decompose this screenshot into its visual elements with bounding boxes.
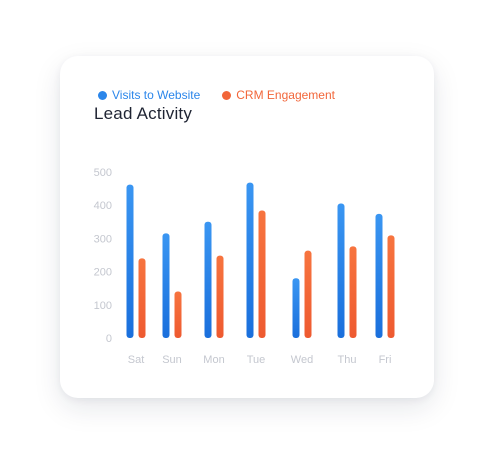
y-tick-label: 0 — [106, 333, 112, 345]
legend-item-visits[interactable]: Visits to Website — [98, 88, 200, 102]
x-tick-label: Thu — [338, 354, 357, 366]
bar-visits-to-website[interactable] — [337, 203, 345, 338]
x-tick-label: Tue — [247, 354, 266, 366]
bar-crm-engagement[interactable] — [138, 258, 146, 338]
y-tick-label: 400 — [94, 200, 112, 212]
chart-legend: Visits to Website CRM Engagement — [98, 88, 335, 102]
bar-visits-to-website[interactable] — [126, 184, 134, 338]
bar-crm-engagement[interactable] — [387, 235, 395, 338]
legend-dot-visits-icon — [98, 90, 107, 100]
bar-crm-engagement[interactable] — [304, 250, 312, 338]
bar-crm-engagement[interactable] — [216, 255, 224, 338]
legend-label-crm: CRM Engagement — [236, 88, 335, 102]
bar-crm-engagement[interactable] — [349, 246, 357, 338]
bar-visits-to-website[interactable] — [162, 233, 170, 338]
x-tick-label: Fri — [379, 354, 392, 366]
legend-label-visits: Visits to Website — [112, 88, 201, 102]
bar-visits-to-website[interactable] — [375, 213, 383, 338]
x-tick-label: Sat — [128, 354, 145, 366]
legend-item-crm[interactable]: CRM Engagement — [222, 88, 335, 102]
bar-visits-to-website[interactable] — [246, 182, 254, 338]
x-tick-label: Sun — [162, 354, 182, 366]
x-tick-label: Wed — [291, 354, 313, 366]
y-tick-label: 100 — [94, 300, 112, 312]
bars — [126, 182, 395, 338]
bar-visits-to-website[interactable] — [204, 221, 212, 338]
x-tick-label: Mon — [203, 354, 224, 366]
x-axis: Sat Sun Mon Tue Wed Thu Fri — [128, 354, 392, 366]
y-tick-label: 500 — [94, 167, 112, 179]
y-tick-label: 200 — [94, 267, 112, 279]
legend-dot-crm-icon — [222, 90, 232, 100]
bar-crm-engagement[interactable] — [258, 210, 266, 338]
bar-visits-to-website[interactable] — [292, 278, 300, 338]
y-tick-label: 300 — [94, 233, 112, 245]
y-axis: 0 100 200 300 400 500 — [94, 167, 112, 345]
chart-title: Lead Activity — [94, 104, 193, 123]
bar-crm-engagement[interactable] — [174, 291, 182, 338]
